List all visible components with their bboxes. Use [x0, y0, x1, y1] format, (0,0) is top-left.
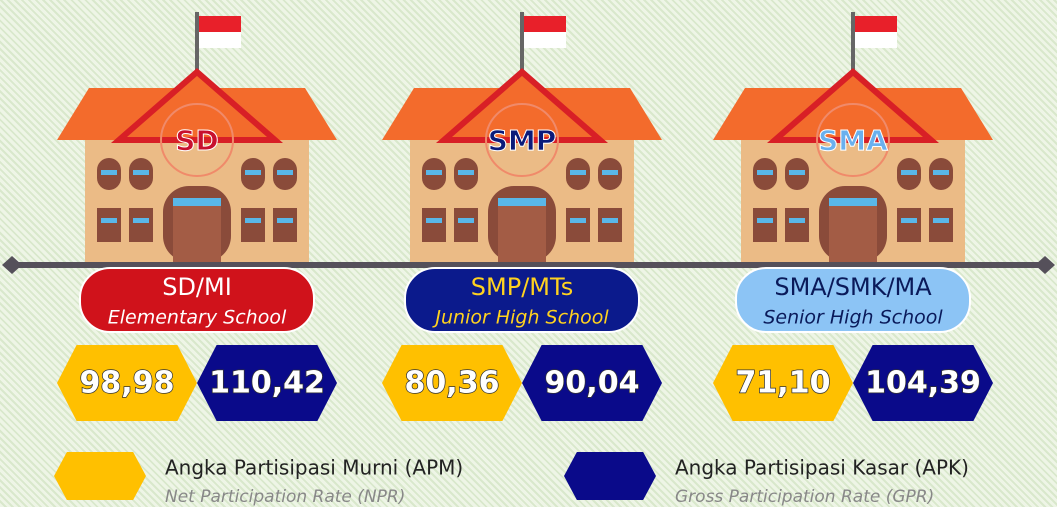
rate-hexagon — [853, 345, 993, 421]
timeline-end — [1035, 256, 1055, 274]
rate-value: 98,98 — [80, 366, 175, 401]
level-name: SMP/MTs — [471, 273, 573, 301]
legend-swatch — [564, 452, 656, 500]
level-english: Junior High School — [431, 307, 609, 329]
legend-label: Angka Partisipasi Murni (APM) — [165, 456, 463, 480]
level-pill — [735, 267, 971, 333]
rate-value: 71,10 — [736, 366, 831, 401]
rate-value: 110,42 — [209, 366, 325, 401]
rate-value: 80,36 — [405, 366, 500, 401]
timeline-end — [2, 256, 22, 274]
level-pill — [404, 267, 640, 333]
level-english: Senior High School — [763, 307, 943, 329]
rate-hexagon — [522, 345, 662, 421]
level-name: SMA/SMK/MA — [774, 273, 932, 301]
rate-hexagon — [713, 345, 853, 421]
rate-hexagon — [57, 345, 197, 421]
school-code: SD — [175, 124, 218, 157]
level-pill — [79, 267, 315, 333]
school-code: SMA — [818, 124, 888, 157]
level-name: SD/MI — [162, 273, 232, 301]
rate-value: 90,04 — [545, 366, 640, 401]
rate-value: 104,39 — [865, 366, 981, 401]
school-code: SMP — [488, 124, 557, 157]
rate-hexagon — [382, 345, 522, 421]
legend-label: Angka Partisipasi Kasar (APK) — [675, 456, 969, 480]
level-english: Elementary School — [108, 307, 287, 329]
legend-english: Net Participation Rate (NPR) — [165, 487, 405, 507]
legend-swatch — [54, 452, 146, 500]
rate-hexagon — [197, 345, 337, 421]
legend-english: Gross Participation Rate (GPR) — [675, 487, 934, 507]
